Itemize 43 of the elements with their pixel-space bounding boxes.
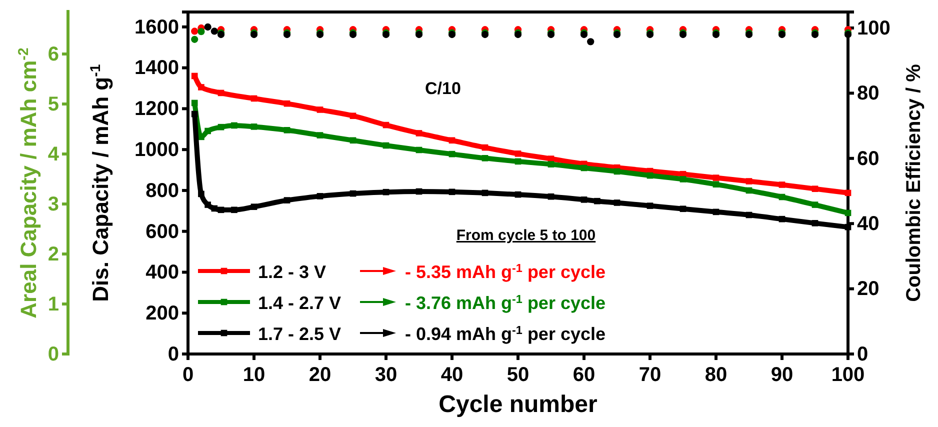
x-tick-label: 20 xyxy=(308,364,332,386)
x-tick-label: 100 xyxy=(831,364,865,386)
y2-tick-label: 60 xyxy=(857,148,880,170)
x-axis-title: Cycle number xyxy=(438,391,598,418)
legend-label: 1.2 - 3 V xyxy=(258,262,326,282)
legend-label: 1.7 - 2.5 V xyxy=(258,324,342,344)
annotation: - 0.94 mAh g$^{-1}$ per cycle xyxy=(405,324,606,344)
y2-tick-label: 100 xyxy=(857,17,890,40)
y-tick-label: 1200 xyxy=(134,98,179,120)
y-tick-label: 200 xyxy=(146,302,179,325)
y2-tick-label: 0 xyxy=(857,343,868,366)
x-tick-label: 30 xyxy=(374,364,398,386)
x-tick-label: 0 xyxy=(182,364,194,386)
y3-tick-label: 3 xyxy=(48,193,59,216)
x-tick-label: 80 xyxy=(704,364,728,386)
x-tick-label: 40 xyxy=(440,364,464,386)
y3-tick-label: 5 xyxy=(48,93,59,116)
y-tick-label: 1600 xyxy=(134,16,179,38)
y-tick-label: 400 xyxy=(146,262,179,284)
y-tick-label: 1000 xyxy=(134,138,179,161)
annotation: From cycle 5 to 100 xyxy=(456,227,596,244)
y3-tick-label: 6 xyxy=(48,43,59,66)
legend-label: 1.4 - 2.7 V xyxy=(258,293,342,313)
y-tick-label: 800 xyxy=(146,180,179,202)
y3-tick-label: 1 xyxy=(48,293,59,316)
y2-axis-title: Coulombic Efficiency / % xyxy=(903,64,925,302)
y-tick-label: 0 xyxy=(168,343,179,366)
y3-tick-label: 2 xyxy=(48,243,59,266)
y2-tick-label: 40 xyxy=(857,212,880,235)
x-tick-label: 90 xyxy=(770,364,794,386)
x-tick-label: 50 xyxy=(506,364,530,386)
y2-tick-label: 20 xyxy=(857,278,880,300)
y3-tick-label: 4 xyxy=(48,143,60,166)
x-tick-label: 60 xyxy=(572,364,596,386)
y2-tick-label: 80 xyxy=(857,82,880,105)
x-tick-label: 70 xyxy=(638,364,662,386)
annotation: C/10 xyxy=(425,79,461,98)
y-tick-label: 1400 xyxy=(134,57,179,80)
y3-tick-label: 0 xyxy=(48,343,59,366)
annotation: - 3.76 mAh g$^{-1}$ per cycle xyxy=(405,292,606,313)
y-tick-label: 600 xyxy=(146,220,179,243)
x-tick-label: 10 xyxy=(242,364,266,386)
annotation: - 5.35 mAh g$^{-1}$ per cycle xyxy=(405,262,606,282)
